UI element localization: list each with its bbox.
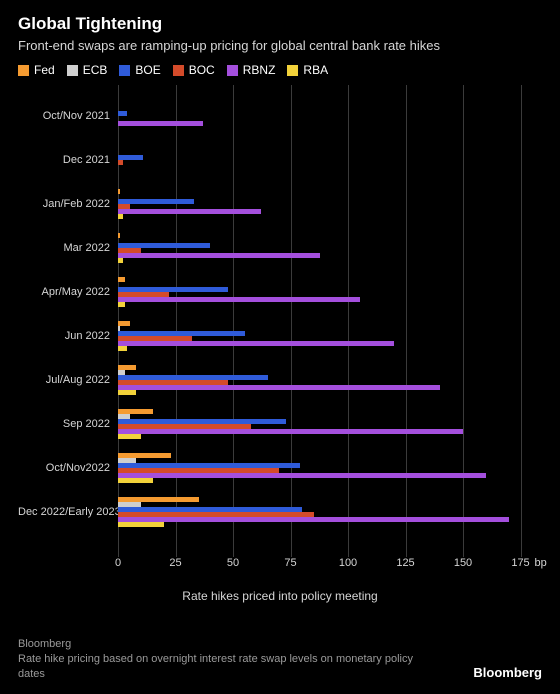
legend-item-boe: BOE	[119, 63, 160, 77]
legend-swatch	[227, 65, 238, 76]
legend-swatch	[173, 65, 184, 76]
category-label: Mar 2022	[18, 242, 118, 254]
x-tick-label: 175	[511, 557, 529, 569]
bar-group: Jan/Feb 2022	[118, 189, 532, 219]
x-tick-label: 50	[227, 557, 239, 569]
category-label: Dec 2022/Early 2023	[18, 506, 118, 518]
bar-group: Apr/May 2022	[118, 277, 532, 307]
bar-fed	[118, 233, 120, 238]
category-label: Oct/Nov 2021	[18, 110, 118, 122]
category-label: Dec 2021	[18, 154, 118, 166]
legend: Fed ECB BOE BOC RBNZ RBA	[18, 63, 542, 77]
category-label: Jun 2022	[18, 330, 118, 342]
chart-footer: Bloomberg Rate hike pricing based on ove…	[18, 637, 542, 682]
bar-rba	[118, 434, 141, 439]
legend-label: RBNZ	[243, 63, 276, 77]
bar-rba	[118, 478, 153, 483]
bar-rba	[118, 522, 164, 527]
legend-swatch	[287, 65, 298, 76]
bar-group: Sep 2022	[118, 409, 532, 439]
category-label: Jul/Aug 2022	[18, 374, 118, 386]
bar-group: Jul/Aug 2022	[118, 365, 532, 395]
bar-rba	[118, 390, 136, 395]
x-tick-label: 75	[284, 557, 296, 569]
category-label: Oct/Nov2022	[18, 462, 118, 474]
x-tick-label: 25	[169, 557, 181, 569]
bar-group: Dec 2021	[118, 145, 532, 175]
x-axis: 0255075100125150175bp	[118, 557, 532, 585]
category-label: Apr/May 2022	[18, 286, 118, 298]
x-tick-label: 125	[396, 557, 414, 569]
chart-plot-area: Oct/Nov 2021 Dec 2021 Jan/Feb 2022 Mar 2022…	[118, 85, 532, 585]
legend-item-ecb: ECB	[67, 63, 108, 77]
bar-fed	[118, 277, 125, 282]
chart-subtitle: Front-end swaps are ramping-up pricing f…	[18, 38, 542, 53]
bar-rbnz	[118, 473, 486, 478]
footer-source: Bloomberg	[18, 637, 542, 652]
bar-rbnz	[118, 385, 440, 390]
bar-group: Mar 2022	[118, 233, 532, 263]
footer-note: Rate hike pricing based on overnight int…	[18, 652, 438, 682]
category-label: Sep 2022	[18, 418, 118, 430]
legend-label: BOE	[135, 63, 160, 77]
x-tick-label: 100	[339, 557, 357, 569]
x-axis-unit: bp	[535, 557, 547, 569]
bar-boe	[118, 111, 127, 116]
bar-fed	[118, 189, 120, 194]
bar-rba	[118, 214, 123, 219]
legend-label: RBA	[303, 63, 328, 77]
legend-label: ECB	[83, 63, 108, 77]
bar-rba	[118, 258, 123, 263]
bar-rbnz	[118, 517, 509, 522]
legend-item-fed: Fed	[18, 63, 55, 77]
legend-item-rba: RBA	[287, 63, 328, 77]
bar-group: Jun 2022	[118, 321, 532, 351]
chart-title: Global Tightening	[18, 14, 542, 34]
bar-rbnz	[118, 341, 394, 346]
x-axis-label: Rate hikes priced into policy meeting	[18, 589, 542, 603]
legend-item-boc: BOC	[173, 63, 215, 77]
legend-swatch	[67, 65, 78, 76]
legend-label: BOC	[189, 63, 215, 77]
bar-rba	[118, 346, 127, 351]
bars-layer: Oct/Nov 2021 Dec 2021 Jan/Feb 2022 Mar 2022…	[118, 85, 532, 557]
bar-rbnz	[118, 297, 360, 302]
legend-label: Fed	[34, 63, 55, 77]
bar-group: Oct/Nov2022	[118, 453, 532, 483]
bar-rbnz	[118, 121, 203, 126]
legend-item-rbnz: RBNZ	[227, 63, 276, 77]
bar-rbnz	[118, 253, 320, 258]
bar-group: Oct/Nov 2021	[118, 101, 532, 131]
footer-brand: Bloomberg	[473, 664, 542, 682]
bar-rba	[118, 302, 125, 307]
legend-swatch	[18, 65, 29, 76]
x-tick-label: 150	[454, 557, 472, 569]
bar-rbnz	[118, 429, 463, 434]
bar-rbnz	[118, 209, 261, 214]
category-label: Jan/Feb 2022	[18, 198, 118, 210]
bar-boc	[118, 160, 123, 165]
legend-swatch	[119, 65, 130, 76]
bar-group: Dec 2022/Early 2023	[118, 497, 532, 527]
x-tick-label: 0	[115, 557, 121, 569]
